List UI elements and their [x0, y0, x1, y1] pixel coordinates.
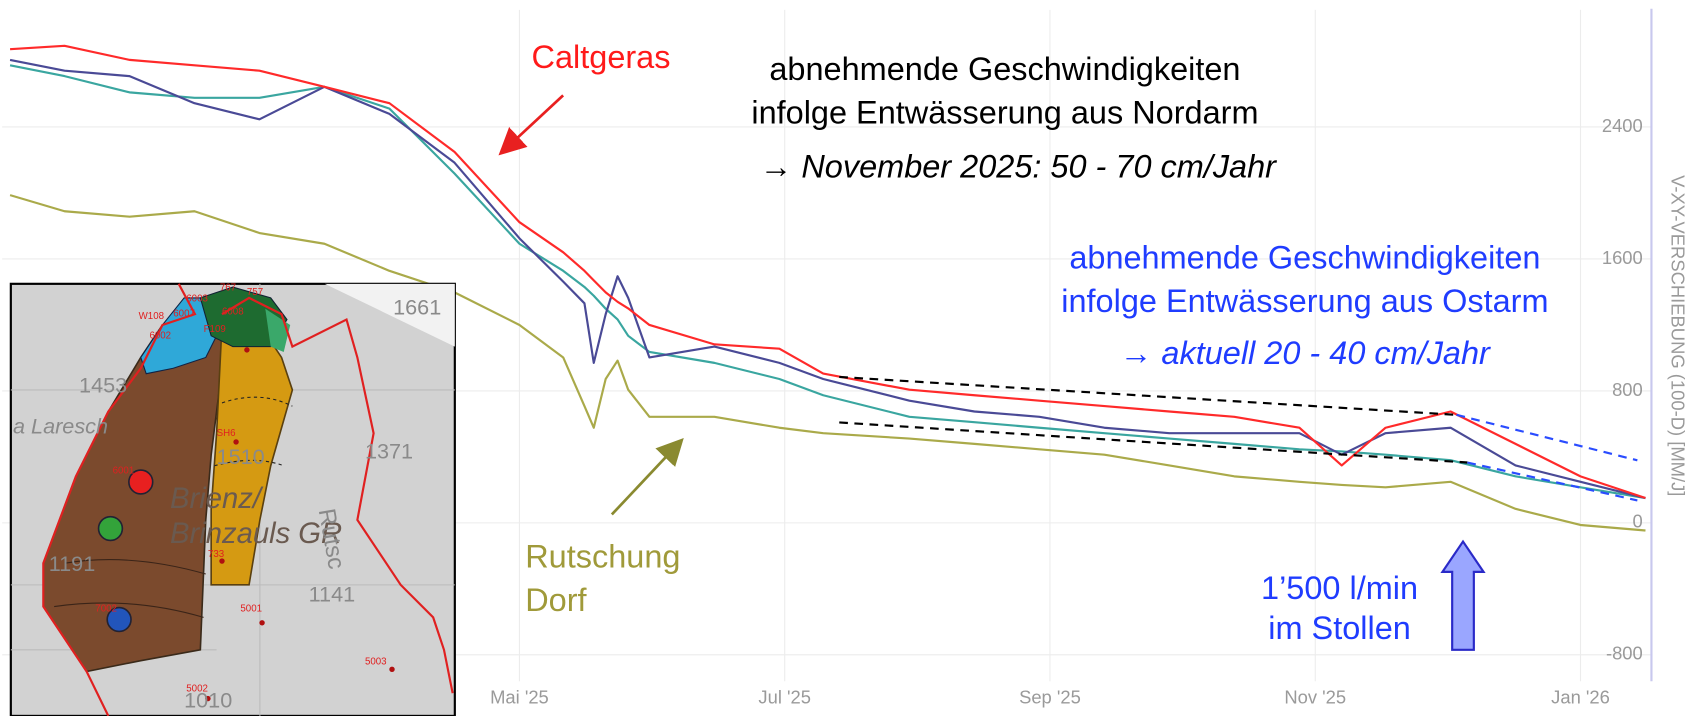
y-axis-title: V-XY-VERSCHIEBUNG (100-D) [MM/J]	[1667, 175, 1688, 496]
trend-line	[1467, 463, 1637, 501]
flow-arrow	[1442, 542, 1483, 650]
y-tick-label: 1600	[1602, 247, 1643, 268]
map-label: 757	[247, 287, 263, 298]
map-label: 6003	[186, 294, 208, 305]
map-label: 6002	[149, 330, 171, 341]
map-label: 767	[220, 283, 236, 294]
annotation: im Stollen	[1268, 610, 1411, 646]
trend-line	[1457, 415, 1638, 460]
arrow	[612, 442, 680, 515]
map-dot	[259, 620, 264, 625]
map-label: Brienz/	[170, 483, 264, 515]
measuring-point	[99, 517, 123, 541]
map-label: 1510	[217, 444, 265, 469]
x-tick-label: Jan '26	[1551, 686, 1610, 707]
annotation: Caltgeras	[532, 39, 671, 75]
annotation: abnehmende Geschwindigkeiten	[769, 51, 1240, 87]
map-label: 6001	[113, 466, 135, 477]
map-dot	[389, 667, 394, 672]
trend-line	[839, 422, 1467, 462]
y-tick-label: 2400	[1602, 115, 1643, 136]
inset-map: 1661 1453 a Laresch 1510 1371 Brienz/ Br…	[11, 283, 455, 716]
arrow	[502, 95, 563, 151]
x-tick-label: Sep '25	[1019, 686, 1081, 707]
map-label: F109	[204, 324, 226, 335]
annotation: Dorf	[525, 582, 587, 618]
x-tick-label: Nov '25	[1284, 686, 1346, 707]
map-label: 1661	[393, 294, 441, 319]
annotation: abnehmende Geschwindigkeiten	[1069, 240, 1540, 276]
trend-lines	[839, 377, 1637, 500]
map-label: 733	[208, 549, 224, 560]
x-tick-label: Mai '25	[490, 686, 549, 707]
y-tick-label: -800	[1606, 643, 1643, 664]
map-label: 1141	[309, 581, 356, 606]
annotation: → November 2025: 50 - 70 cm/Jahr	[760, 149, 1277, 185]
map-label: a Laresch	[13, 414, 108, 439]
map-label: 1453	[79, 372, 127, 397]
chart: -800080016002400Mai '25Jul '25Sep '25Nov…	[0, 0, 1698, 716]
map-dot	[244, 347, 249, 352]
annotation: infolge Entwässerung aus Ostarm	[1061, 283, 1548, 319]
x-tick-label: Jul '25	[758, 686, 811, 707]
map-label: 5003	[365, 656, 387, 667]
annotation: Rutschung	[525, 538, 680, 574]
annotation: infolge Entwässerung aus Nordarm	[751, 94, 1258, 130]
map-label: 1191	[49, 551, 96, 576]
map-label: SH6	[217, 428, 236, 439]
map-label: 6007	[173, 309, 195, 320]
annotation: 1’500 l/min	[1261, 570, 1418, 606]
map-label: W108	[139, 311, 164, 322]
map-label: 5002	[186, 683, 208, 694]
map-label: 5001	[240, 603, 262, 614]
y-tick-label: 800	[1612, 379, 1643, 400]
map-label: 1371	[365, 438, 413, 463]
annotation: → aktuell 20 - 40 cm/Jahr	[1120, 335, 1491, 371]
map-label: 7002	[95, 603, 117, 614]
map-label: 6008	[222, 307, 244, 318]
